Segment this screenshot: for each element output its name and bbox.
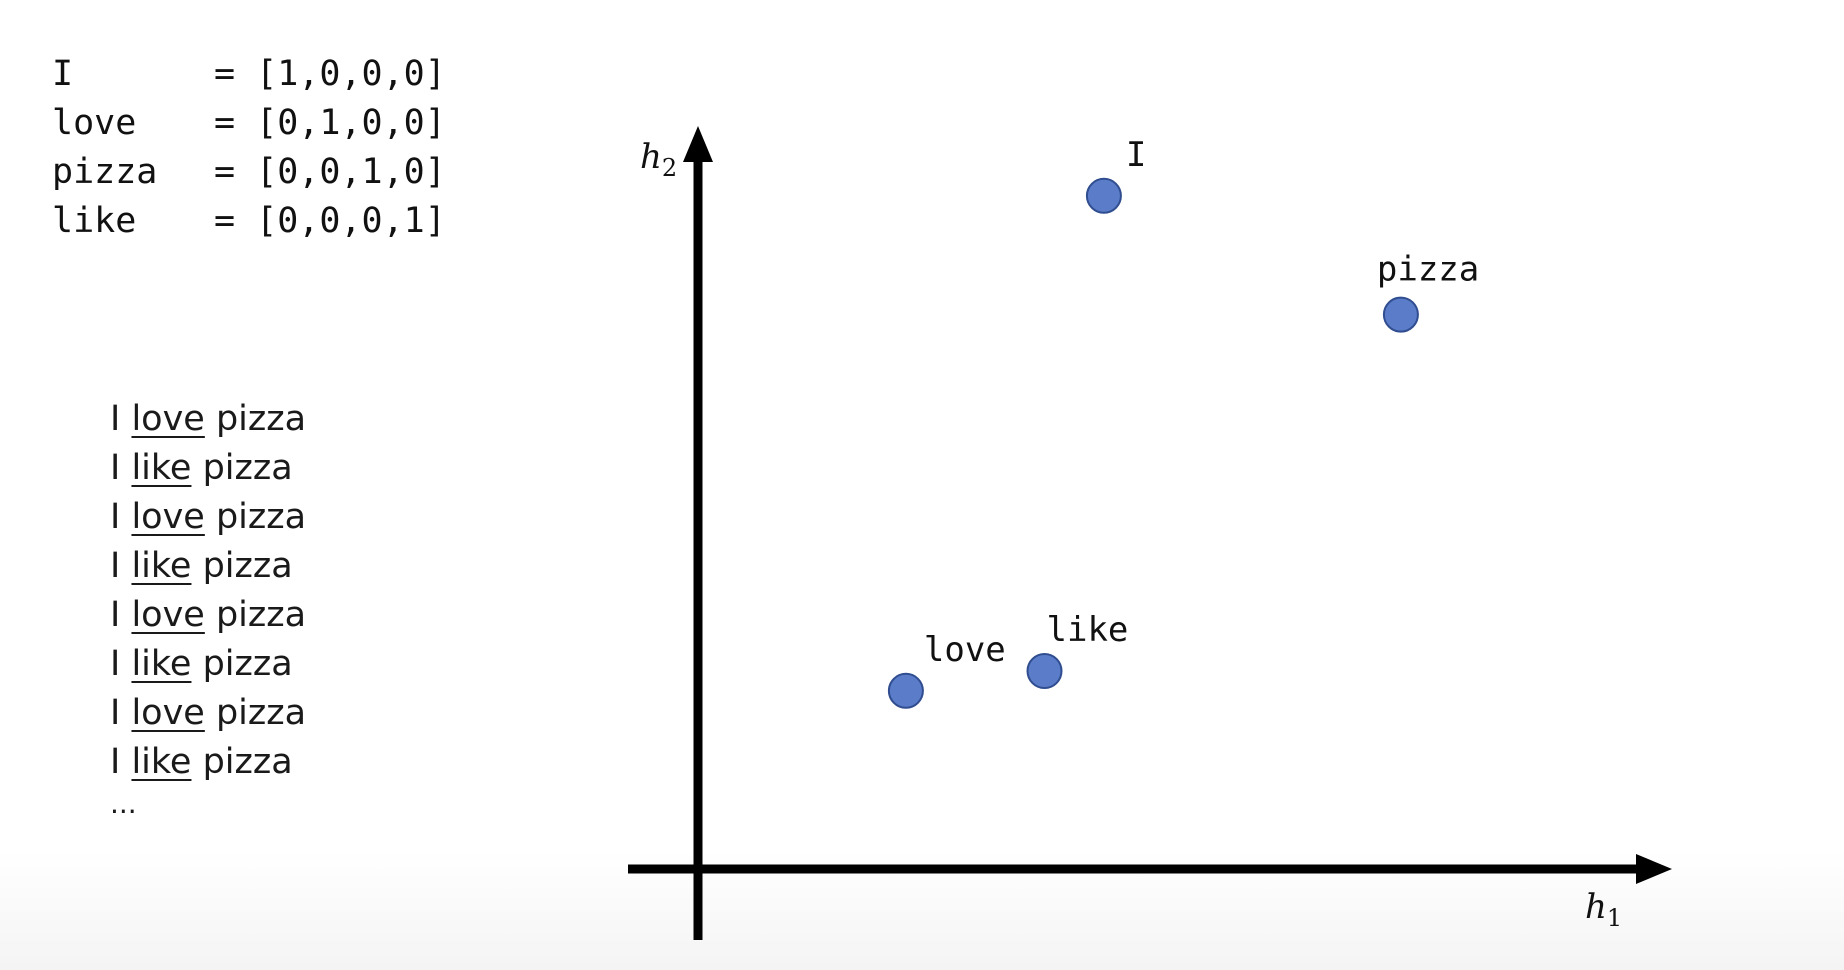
sentence-target-word: like xyxy=(131,644,192,684)
sentence-target-word: love xyxy=(131,399,205,439)
point-label-love: love xyxy=(924,630,1006,670)
sentence-target-word: like xyxy=(131,546,192,586)
one-hot-vector: = [1,0,0,0] xyxy=(214,54,446,94)
one-hot-word: pizza xyxy=(52,152,158,192)
one-hot-encoding-list: I = [1,0,0,0] love = [0,1,0,0] pizza = [… xyxy=(52,50,446,246)
x-axis-arrowhead xyxy=(1636,854,1672,884)
one-hot-word: I xyxy=(52,54,74,94)
sentence-end: pizza xyxy=(191,546,293,586)
sentence-line: I love pizza xyxy=(110,395,306,444)
point-label-i: I xyxy=(1126,135,1146,175)
sentence-line: I like pizza xyxy=(110,640,306,689)
sentence-target-word: like xyxy=(131,448,192,488)
sentence-start: I xyxy=(110,497,132,537)
sentence-end: pizza xyxy=(204,595,307,635)
sentence-line: I like pizza xyxy=(110,542,306,591)
sentence-target-word: love xyxy=(131,693,205,733)
one-hot-vector: = [0,0,1,0] xyxy=(214,152,446,192)
sentence-target-word: love xyxy=(131,497,205,537)
sentence-start: I xyxy=(110,644,132,684)
one-hot-row: I = [1,0,0,0] xyxy=(52,50,446,99)
one-hot-row: pizza = [0,0,1,0] xyxy=(52,148,446,197)
sentence-start: I xyxy=(110,742,132,782)
sentence-end: pizza xyxy=(204,693,307,733)
one-hot-word: love xyxy=(52,103,137,143)
sentence-line: I love pizza xyxy=(110,689,306,738)
sentence-end: pizza xyxy=(204,399,307,439)
sentence-start: I xyxy=(110,595,132,635)
point-label-pizza: pizza xyxy=(1377,250,1479,290)
sentence-start: I xyxy=(110,399,132,439)
sentence-line: I love pizza xyxy=(110,493,306,542)
one-hot-word: like xyxy=(52,201,137,241)
training-sentences: I love pizza I like pizza I love pizza I… xyxy=(110,395,306,819)
sentence-target-word: love xyxy=(131,595,205,635)
sentence-end: pizza xyxy=(191,644,293,684)
point-pizza xyxy=(1382,296,1419,333)
sentence-target-word: like xyxy=(131,742,192,782)
sentence-end: pizza xyxy=(204,497,307,537)
sentence-line: I like pizza xyxy=(110,444,306,493)
ellipsis: ... xyxy=(110,787,137,820)
point-i xyxy=(1085,177,1122,214)
sentence-end: pizza xyxy=(191,742,293,782)
point-label-like: like xyxy=(1047,610,1129,650)
point-love xyxy=(887,672,924,709)
sentence-start: I xyxy=(110,546,132,586)
sentence-line: I love pizza xyxy=(110,591,306,640)
x-axis-label: h1 xyxy=(1585,887,1622,932)
sentence-line: I like pizza xyxy=(110,738,306,787)
one-hot-vector: = [0,0,0,1] xyxy=(214,201,446,241)
one-hot-row: like = [0,0,0,1] xyxy=(52,197,446,246)
point-like xyxy=(1026,653,1063,689)
one-hot-vector: = [0,1,0,0] xyxy=(214,103,446,143)
y-axis-arrowhead xyxy=(683,126,713,162)
sentence-end: pizza xyxy=(191,448,293,488)
y-axis-label: h2 xyxy=(640,137,677,182)
sentence-start: I xyxy=(110,693,132,733)
one-hot-row: love = [0,1,0,0] xyxy=(52,99,446,148)
sentence-start: I xyxy=(110,448,132,488)
